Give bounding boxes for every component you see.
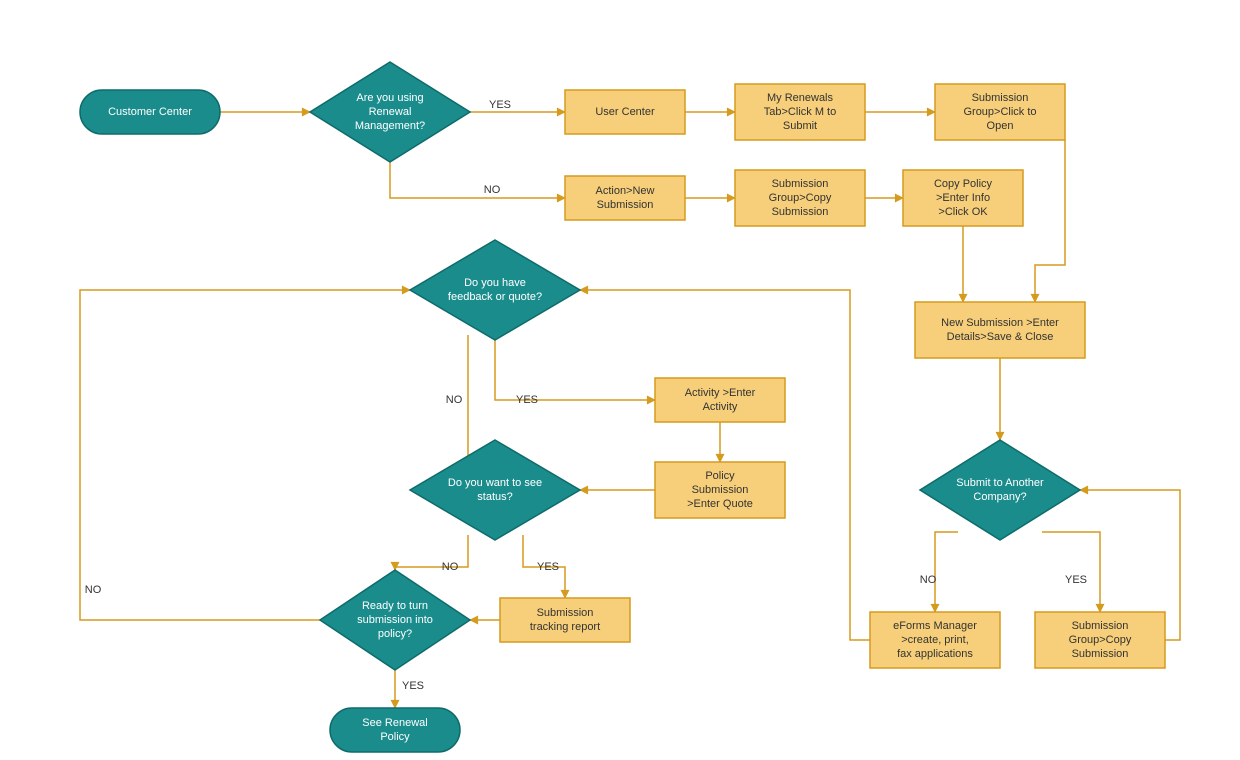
node-label: Group>Copy bbox=[1069, 634, 1132, 646]
node-label: submission into bbox=[357, 614, 433, 626]
node-label: >Click OK bbox=[938, 206, 988, 218]
edge bbox=[495, 340, 655, 400]
node-label: feedback or quote? bbox=[448, 291, 542, 303]
node-label: fax applications bbox=[897, 648, 973, 660]
node-label: Action>New bbox=[595, 185, 654, 197]
edge bbox=[1042, 532, 1100, 612]
node-label: Customer Center bbox=[108, 106, 192, 118]
node-p_my_renewals: My Renewals Tab>Click M to Submit bbox=[735, 84, 865, 140]
node-p_sub_copy1: Submission Group>Copy Submission bbox=[735, 170, 865, 226]
node-label: User Center bbox=[595, 106, 655, 118]
edge-label: YES bbox=[402, 680, 424, 692]
node-label: My Renewals bbox=[767, 92, 834, 104]
node-d_feedback: Do you have feedback or quote? bbox=[410, 240, 580, 340]
edge-label: NO bbox=[920, 574, 937, 586]
node-label: Activity bbox=[703, 401, 738, 413]
node-start: Customer Center bbox=[80, 90, 220, 134]
node-p_tracking: Submission tracking report bbox=[500, 598, 630, 642]
edge-label: NO bbox=[85, 584, 102, 596]
node-label: Submission bbox=[692, 484, 749, 496]
node-label: >create, print, bbox=[901, 634, 969, 646]
node-d_status: Do you want to see status? bbox=[410, 440, 580, 540]
node-label: Submission bbox=[1072, 620, 1129, 632]
node-label: Submission bbox=[772, 178, 829, 190]
node-label: See Renewal bbox=[362, 717, 427, 729]
node-d_another: Submit to Another Company? bbox=[920, 440, 1080, 540]
edge-label: NO bbox=[484, 184, 501, 196]
edge-label: YES bbox=[537, 561, 559, 573]
node-d_renewal: Are you using Renewal Management? bbox=[310, 62, 470, 162]
node-p_policy_sub: Policy Submission >Enter Quote bbox=[655, 462, 785, 518]
node-label: eForms Manager bbox=[893, 620, 977, 632]
node-p_action_new: Action>New Submission bbox=[565, 176, 685, 220]
node-label: Details>Save & Close bbox=[947, 331, 1054, 343]
flowchart-canvas: YESNONOYESYESNOYESNOYESNOCustomer Center… bbox=[0, 0, 1240, 760]
node-label: Tab>Click M to bbox=[764, 106, 836, 118]
node-label: Policy bbox=[380, 731, 410, 743]
edge bbox=[390, 162, 565, 198]
node-p_eforms: eForms Manager >create, print, fax applica… bbox=[870, 612, 1000, 668]
edge bbox=[1035, 140, 1065, 302]
node-p_new_sub: New Submission >Enter Details>Save & Clos… bbox=[915, 302, 1085, 358]
node-label: Submit bbox=[783, 120, 817, 132]
node-label: Do you want to see bbox=[448, 477, 542, 489]
edge bbox=[935, 532, 958, 612]
node-label: Renewal bbox=[369, 106, 412, 118]
node-label: Ready to turn bbox=[362, 600, 428, 612]
node-label: Submission bbox=[972, 92, 1029, 104]
edge-label: NO bbox=[446, 394, 463, 406]
node-label: tracking report bbox=[530, 621, 600, 633]
edge bbox=[80, 290, 410, 620]
edge-label: NO bbox=[442, 561, 459, 573]
node-label: Management? bbox=[355, 120, 425, 132]
node-label: Open bbox=[987, 120, 1014, 132]
node-label: Submission bbox=[772, 206, 829, 218]
edge-label: YES bbox=[1065, 574, 1087, 586]
nodes-layer: Customer Center Are you using Renewal Manag… bbox=[80, 62, 1165, 752]
edge-label: YES bbox=[516, 394, 538, 406]
node-label: Copy Policy bbox=[934, 178, 993, 190]
node-p_user_center: User Center bbox=[565, 90, 685, 134]
edge bbox=[468, 335, 495, 455]
node-p_sub_open: Submission Group>Click to Open bbox=[935, 84, 1065, 140]
node-p_sub_copy2: Submission Group>Copy Submission bbox=[1035, 612, 1165, 668]
node-label: status? bbox=[477, 491, 512, 503]
node-label: Activity >Enter bbox=[685, 387, 756, 399]
node-label: Do you have bbox=[464, 277, 526, 289]
edge-label: YES bbox=[489, 99, 511, 111]
node-label: Are you using bbox=[356, 92, 423, 104]
node-label: Submission bbox=[597, 199, 654, 211]
node-label: >Enter Quote bbox=[687, 498, 753, 510]
node-label: Policy bbox=[705, 470, 735, 482]
node-label: Company? bbox=[973, 491, 1026, 503]
node-label: Submission bbox=[537, 607, 594, 619]
node-label: >Enter Info bbox=[936, 192, 990, 204]
node-label: Submit to Another bbox=[956, 477, 1044, 489]
node-label: Group>Copy bbox=[769, 192, 832, 204]
node-label: New Submission >Enter bbox=[941, 317, 1059, 329]
node-label: Submission bbox=[1072, 648, 1129, 660]
node-p_copy_policy: Copy Policy >Enter Info >Click OK bbox=[903, 170, 1023, 226]
node-label: Group>Click to bbox=[963, 106, 1036, 118]
node-end: See Renewal Policy bbox=[330, 708, 460, 752]
node-p_activity: Activity >Enter Activity bbox=[655, 378, 785, 422]
node-label: policy? bbox=[378, 628, 412, 640]
node-d_ready: Ready to turn submission into policy? bbox=[320, 570, 470, 670]
